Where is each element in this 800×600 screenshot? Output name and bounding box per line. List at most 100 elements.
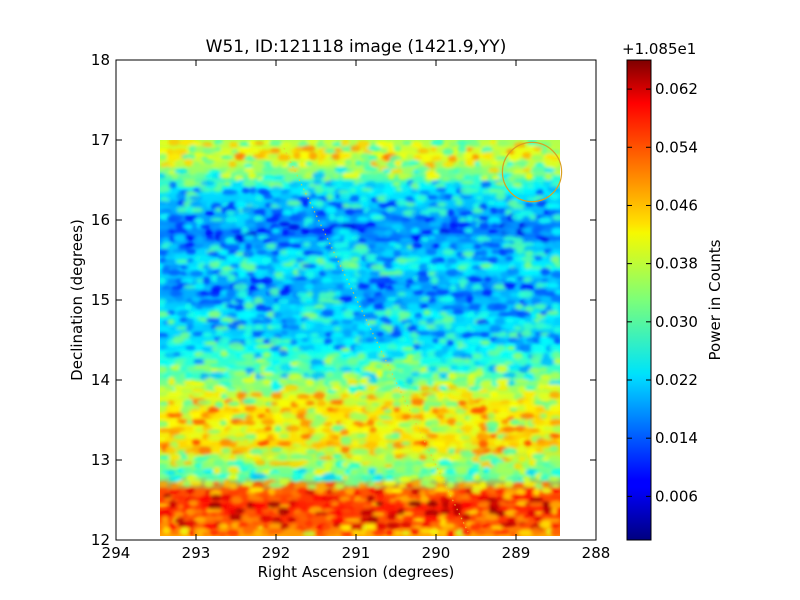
heatmap-blob bbox=[211, 447, 224, 454]
heatmap-blob bbox=[472, 392, 481, 399]
heatmap-blob bbox=[549, 371, 560, 380]
heatmap-blob bbox=[177, 503, 185, 511]
heatmap-blob bbox=[494, 510, 506, 517]
heatmap-blob bbox=[328, 257, 341, 263]
heatmap-blob bbox=[245, 324, 254, 331]
heatmap-blob bbox=[351, 501, 367, 509]
heatmap-blob bbox=[538, 468, 551, 474]
heatmap-blob bbox=[202, 364, 213, 372]
heatmap-blob bbox=[280, 523, 289, 531]
heatmap-blob bbox=[432, 338, 440, 344]
heatmap-blob bbox=[401, 365, 412, 370]
heatmap-blob bbox=[487, 271, 503, 278]
heatmap-blob bbox=[202, 193, 218, 202]
heatmap-blob bbox=[555, 289, 560, 294]
heatmap-blob bbox=[515, 303, 524, 310]
heatmap-blob bbox=[199, 187, 213, 193]
heatmap-blob bbox=[435, 167, 447, 176]
heatmap-blob bbox=[242, 179, 257, 188]
heatmap-blob bbox=[398, 384, 412, 391]
heatmap-blob bbox=[228, 352, 236, 360]
heatmap-blob bbox=[472, 175, 481, 181]
heatmap-blob bbox=[175, 227, 188, 236]
heatmap-blob bbox=[535, 510, 543, 515]
heatmap-blob bbox=[413, 517, 425, 522]
heatmap-blob bbox=[244, 421, 256, 426]
heatmap-blob bbox=[172, 426, 187, 432]
heatmap-blob bbox=[437, 283, 449, 289]
heatmap-blob bbox=[369, 361, 381, 366]
heatmap-blob bbox=[297, 468, 308, 474]
heatmap-blob bbox=[537, 384, 545, 391]
heatmap-blob bbox=[191, 509, 204, 515]
heatmap-blob bbox=[489, 325, 502, 333]
heatmap-blob bbox=[331, 399, 346, 405]
heatmap-blob bbox=[503, 281, 517, 290]
heatmap-blob bbox=[549, 460, 560, 466]
heatmap-blob bbox=[282, 209, 293, 217]
galactic-plane-line bbox=[283, 147, 469, 533]
heatmap-blob bbox=[434, 183, 446, 189]
heatmap-blob bbox=[435, 304, 446, 313]
heatmap-blob bbox=[416, 379, 427, 388]
heatmap-blob bbox=[550, 255, 560, 264]
heatmap-blob bbox=[287, 517, 297, 523]
heatmap-blob bbox=[331, 270, 345, 275]
heatmap-blob bbox=[336, 161, 346, 167]
heatmap-blob bbox=[512, 433, 524, 440]
y-tick-label: 18 bbox=[91, 51, 110, 69]
heatmap-blob bbox=[197, 248, 207, 254]
heatmap-blob bbox=[348, 424, 359, 434]
heatmap-blob bbox=[410, 188, 419, 194]
x-tick-label: 293 bbox=[182, 544, 211, 562]
heatmap-blob bbox=[228, 161, 237, 168]
heatmap-blob bbox=[495, 411, 510, 418]
heatmap-blob bbox=[167, 199, 179, 209]
heatmap-blob bbox=[324, 187, 337, 193]
heatmap-blob bbox=[182, 467, 194, 473]
heatmap-blob bbox=[494, 317, 507, 326]
heatmap-blob bbox=[192, 173, 204, 179]
heatmap-blob bbox=[234, 370, 247, 377]
x-tick-label: 292 bbox=[262, 544, 291, 562]
heatmap-blob bbox=[350, 152, 360, 161]
heatmap-blob bbox=[213, 392, 222, 398]
heatmap-blob bbox=[392, 284, 407, 290]
heatmap-blob bbox=[317, 236, 326, 242]
heatmap-blob bbox=[254, 529, 263, 536]
heatmap-blob bbox=[223, 479, 231, 488]
heatmap-blob bbox=[398, 228, 413, 237]
heatmap-blob bbox=[318, 456, 334, 460]
heatmap-blob bbox=[390, 350, 405, 358]
heatmap-blob bbox=[163, 259, 177, 264]
heatmap-blob bbox=[405, 377, 414, 385]
heatmap-blob bbox=[304, 386, 319, 394]
heatmap-blob bbox=[340, 438, 352, 446]
heatmap-blob bbox=[188, 500, 199, 507]
heatmap-blob bbox=[426, 206, 441, 213]
heatmap-blob bbox=[207, 434, 221, 442]
heatmap-blob bbox=[249, 448, 264, 456]
heatmap-blob bbox=[191, 438, 201, 446]
heatmap-blob bbox=[162, 230, 170, 237]
heatmap-blob bbox=[203, 523, 217, 530]
heatmap-blob bbox=[532, 209, 544, 215]
heatmap-blob bbox=[554, 337, 560, 345]
heatmap-blob bbox=[295, 525, 305, 530]
heatmap-blob bbox=[455, 476, 464, 483]
heatmap-blob bbox=[209, 288, 221, 297]
heatmap-blob bbox=[372, 511, 386, 517]
heatmap-blob bbox=[335, 470, 346, 476]
heatmap-blob bbox=[228, 441, 238, 448]
heatmap-blob bbox=[471, 253, 480, 262]
heatmap-blob bbox=[249, 186, 257, 195]
heatmap-blob bbox=[373, 459, 387, 468]
heatmap-blob bbox=[313, 391, 326, 400]
heatmap-blob bbox=[446, 406, 456, 412]
heatmap-blob bbox=[340, 353, 352, 358]
heatmap-blob bbox=[315, 216, 327, 222]
heatmap-blob bbox=[446, 384, 458, 390]
heatmap-blob bbox=[229, 263, 240, 269]
heatmap-blob bbox=[233, 234, 246, 243]
heatmap-blob bbox=[552, 364, 560, 371]
